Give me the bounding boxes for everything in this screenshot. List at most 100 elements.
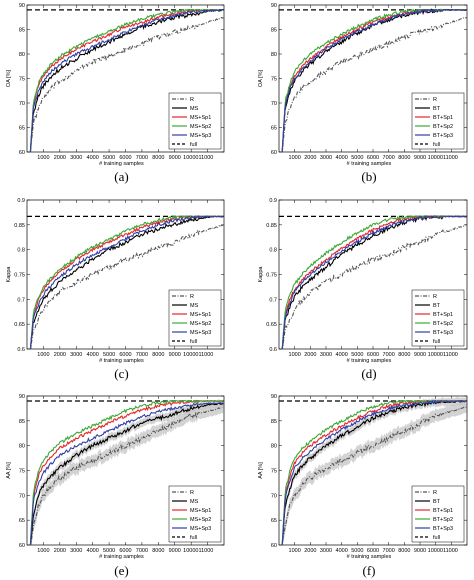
- x-axis-label: # training samples: [347, 161, 392, 167]
- x-tick-label: 6000: [119, 155, 131, 161]
- legend-label: MS+Sp1: [190, 312, 211, 318]
- y-tick-label: 85: [271, 28, 277, 34]
- x-tick-label: 1000: [37, 352, 49, 358]
- legend-label: BT+Sp1: [433, 508, 453, 514]
- x-tick-label: 9000: [169, 155, 181, 161]
- legend-label: MS: [190, 499, 199, 505]
- x-tick-label: 5000: [351, 352, 363, 358]
- y-tick-label: 90: [271, 394, 277, 400]
- y-tick-label: 0.75: [14, 273, 25, 279]
- series-line-r: [281, 16, 467, 152]
- legend-label: full: [190, 339, 197, 345]
- y-tick-label: 60: [19, 150, 25, 156]
- plot-area: [279, 215, 467, 349]
- x-tick-label: 3000: [320, 155, 332, 161]
- y-tick-label: 65: [271, 126, 277, 132]
- x-tick-label: 4000: [87, 548, 99, 554]
- legend-box: [168, 92, 222, 150]
- legend-label: MS: [190, 106, 199, 112]
- legend-label: MS+Sp3: [190, 330, 211, 336]
- y-axis-label: AA [%]: [6, 462, 12, 479]
- series-line-r: [281, 406, 467, 545]
- legend-label: BT+Sp1: [433, 312, 453, 318]
- x-tick-label: 1000: [37, 548, 49, 554]
- x-tick-label: 1000: [37, 155, 49, 161]
- x-tick-label: 2000: [54, 548, 66, 554]
- x-tick-label: 5000: [103, 155, 115, 161]
- x-tick-label: 6000: [367, 352, 379, 358]
- legend-label: MS+Sp2: [190, 124, 211, 130]
- y-tick-label: 65: [19, 126, 25, 132]
- x-tick-label: 1000011000: [428, 548, 458, 554]
- panel-caption: (d): [361, 366, 376, 381]
- series-line-ms-sp2: [29, 399, 224, 545]
- x-tick-label: 1000011000: [428, 352, 458, 358]
- x-tick-label: 9000: [169, 352, 181, 358]
- y-tick-label: 85: [19, 419, 25, 425]
- series-line-bt-sp3: [281, 8, 467, 152]
- plot-area: [279, 396, 467, 545]
- y-tick-label: 60: [19, 543, 25, 549]
- x-tick-label: 2000: [304, 352, 316, 358]
- x-tick-label: 2000: [54, 155, 66, 161]
- x-tick-label: 8000: [398, 155, 410, 161]
- y-tick-label: 60: [271, 543, 277, 549]
- series-line-r: [281, 223, 467, 349]
- y-tick-label: 0.7: [17, 297, 25, 303]
- x-tick-label: 4000: [87, 352, 99, 358]
- y-tick-label: 0.9: [17, 198, 25, 204]
- legend-label: BT: [433, 499, 441, 505]
- chart-panel-d: 0.6 0.65 0.7 0.75 0.8 0.85 0.9 1000 2000 3000 4000…: [258, 198, 468, 381]
- y-tick-label: 0.85: [266, 223, 277, 229]
- x-tick-label: 6000: [367, 548, 379, 554]
- y-tick-label: 0.85: [14, 223, 25, 229]
- x-axis-label: # training samples: [347, 554, 392, 560]
- legend-label: R: [190, 294, 194, 300]
- x-tick-label: 7000: [136, 155, 148, 161]
- x-tick-label: 9000: [414, 548, 426, 554]
- x-tick-label: 4000: [336, 352, 348, 358]
- series-line-bt-sp3: [281, 399, 467, 545]
- panel-caption: (f): [363, 563, 376, 578]
- x-tick-label: 8000: [152, 548, 164, 554]
- x-tick-label: 3000: [70, 352, 82, 358]
- y-axis-label: OA [%]: [258, 69, 264, 87]
- x-tick-label: 6000: [119, 352, 131, 358]
- legend-label: MS+Sp3: [190, 526, 211, 532]
- plot-area: [27, 214, 224, 349]
- y-tick-label: 0.8: [17, 248, 25, 254]
- x-tick-label: 2000: [304, 548, 316, 554]
- x-tick-label: 1000: [289, 352, 301, 358]
- series-line-ms: [29, 402, 224, 545]
- y-tick-label: 75: [271, 469, 277, 475]
- legend-box: [411, 92, 465, 150]
- x-tick-label: 2000: [54, 352, 66, 358]
- y-tick-label: 0.9: [269, 198, 277, 204]
- legend: R MS MS+Sp1 MS+Sp2 MS+Sp3 full: [168, 289, 222, 347]
- series-line-bt-sp2: [281, 8, 467, 152]
- y-tick-label: 0.8: [269, 248, 277, 254]
- legend-label: MS+Sp3: [190, 133, 211, 139]
- chart-panel-a: 60 65 70 75 80 85 90 1000 2000 3000 4000 5000 6000 70…: [6, 3, 225, 184]
- panel-caption: (b): [361, 169, 376, 184]
- series-line-r: [30, 224, 224, 349]
- legend-box: [168, 485, 222, 543]
- legend-box: [411, 485, 465, 543]
- x-tick-label: 9000: [169, 548, 181, 554]
- legend-label: full: [190, 535, 197, 541]
- x-tick-label: 4000: [87, 155, 99, 161]
- legend-label: MS+Sp1: [190, 115, 211, 121]
- chart-panel-b: 60 65 70 75 80 85 90 1000 2000 3000 4000 5000 6000 70…: [258, 3, 468, 184]
- legend-label: BT+Sp3: [433, 526, 453, 532]
- legend-box: [168, 289, 222, 347]
- y-tick-label: 85: [19, 28, 25, 34]
- legend-label: MS+Sp2: [190, 517, 211, 523]
- legend-label: BT: [433, 303, 441, 309]
- legend-label: R: [433, 490, 437, 496]
- legend-label: full: [433, 535, 440, 541]
- y-tick-label: 80: [271, 444, 277, 450]
- x-tick-label: 8000: [398, 548, 410, 554]
- y-tick-label: 0.65: [266, 322, 277, 328]
- y-tick-label: 65: [19, 518, 25, 524]
- y-tick-label: 0.65: [14, 322, 25, 328]
